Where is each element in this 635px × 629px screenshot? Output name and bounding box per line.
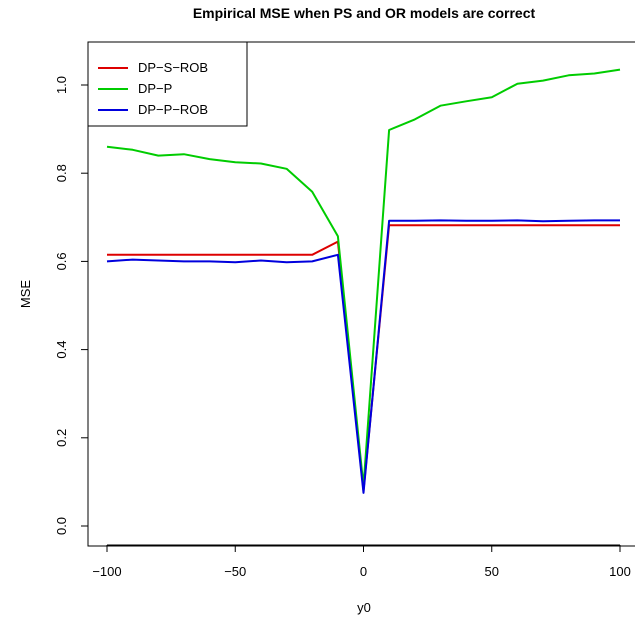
chart-title: Empirical MSE when PS and OR models are … [193, 5, 536, 21]
y-axis: 0.0 0.2 0.4 0.6 0.8 1.0 [54, 76, 89, 535]
y-axis-label: MSE [18, 280, 33, 309]
series-line-1 [107, 224, 620, 492]
series-group [106, 68, 621, 494]
series-line-3 [106, 219, 620, 494]
series-line-2 [106, 68, 621, 488]
legend-box [87, 41, 248, 127]
x-axis: −100 −50 0 50 100 [92, 544, 631, 579]
y-tick-label: 0.0 [54, 517, 69, 535]
x-tick-label: 0 [360, 564, 367, 579]
y-tick-label: 0.6 [54, 252, 69, 270]
legend-label: DP−P [138, 81, 172, 96]
x-tick-label: 50 [485, 564, 499, 579]
y-tick-label: 1.0 [54, 76, 69, 94]
x-tick-label: −100 [92, 564, 121, 579]
x-tick-label: 100 [609, 564, 631, 579]
legend-label: DP−S−ROB [138, 60, 208, 75]
y-tick-label: 0.4 [54, 341, 69, 359]
x-axis-label: y0 [357, 600, 371, 615]
legend: DP−S−ROB DP−P DP−P−ROB [87, 41, 248, 127]
y-tick-label: 0.8 [54, 164, 69, 182]
y-tick-label: 0.2 [54, 429, 69, 447]
x-tick-label: −50 [224, 564, 246, 579]
legend-label: DP−P−ROB [138, 102, 208, 117]
